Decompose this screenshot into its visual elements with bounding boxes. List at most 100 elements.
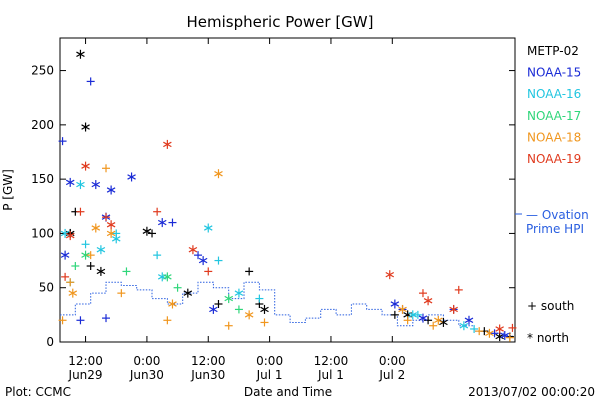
marker-south-5-6 xyxy=(454,285,463,294)
marker-south-0-2 xyxy=(86,262,95,270)
marker-north-1-2-arm-2 xyxy=(91,181,101,188)
legend: — Ovation Prime HPI + south * north METP… xyxy=(515,44,589,345)
marker-south-0-4 xyxy=(214,300,223,308)
marker-north-4-2 xyxy=(106,228,116,238)
marker-south-1-1 xyxy=(86,77,95,86)
footer-credit: Plot: CCMC xyxy=(5,385,71,399)
marker-north-5-4-arm-2 xyxy=(188,246,198,253)
marker-north-5-8 xyxy=(495,324,504,334)
marker-south-4-5 xyxy=(163,316,172,325)
marker-north-2-4 xyxy=(157,272,167,282)
marker-south-4-0 xyxy=(58,316,67,325)
marker-south-4-11 xyxy=(505,333,514,342)
y-tick-label-1: 50 xyxy=(39,281,54,295)
marker-south-4-10 xyxy=(475,327,484,336)
marker-south-1-5 xyxy=(194,251,203,260)
marker-north-5-2 xyxy=(106,220,116,230)
marker-north-4-5 xyxy=(244,310,254,320)
marker-north-5-1-arm-2 xyxy=(81,163,90,169)
x-tick-date-5: Jul 2 xyxy=(378,368,405,382)
marker-north-3-0-arm-2 xyxy=(81,252,90,258)
marker-north-4-7-arm-2 xyxy=(434,317,443,324)
marker-north-0-1 xyxy=(76,49,85,59)
marker-north-4-0 xyxy=(68,288,78,298)
marker-north-0-5 xyxy=(183,288,193,298)
marker-north-2-0-arm-2 xyxy=(60,230,70,237)
marker-north-1-0-arm-2 xyxy=(60,252,70,258)
marker-north-1-12-arm-2 xyxy=(500,332,510,339)
x-tick-time-0: 12:00 xyxy=(68,354,103,368)
marker-north-5-5-arm-2 xyxy=(385,271,395,278)
marker-south-3-2 xyxy=(173,283,182,292)
marker-north-5-1 xyxy=(81,161,90,171)
marker-north-2-3-arm-2 xyxy=(111,236,121,242)
marker-north-4-3 xyxy=(168,299,177,309)
marker-north-1-0 xyxy=(60,250,70,260)
y-tick-label-2: 100 xyxy=(31,226,54,240)
marker-south-0-5 xyxy=(245,267,254,276)
marker-north-1-4 xyxy=(106,185,116,195)
footer-timestamp: 2013/07/02 00:00:20 xyxy=(468,385,595,399)
marker-south-2-3 xyxy=(153,251,162,260)
marker-north-4-5-arm-2 xyxy=(244,312,254,318)
marker-south-1-8 xyxy=(490,329,499,338)
y-tick-label-3: 150 xyxy=(31,172,54,186)
marker-north-2-8 xyxy=(459,321,469,331)
marker-south-1-3 xyxy=(102,314,111,323)
x-tick-time-1: 0:00 xyxy=(133,354,160,368)
marker-north-1-1-arm-2 xyxy=(65,179,75,186)
marker-north-0-3 xyxy=(96,266,106,276)
y-axis-label: P [GW] xyxy=(1,169,15,211)
marker-north-5-8-arm-2 xyxy=(495,326,504,332)
legend-north: * north xyxy=(527,331,569,345)
marker-north-0-9-arm-2 xyxy=(495,333,504,340)
legend-entry-1: NOAA-15 xyxy=(527,66,581,80)
marker-north-2-6 xyxy=(234,288,244,298)
marker-south-1-4 xyxy=(168,218,177,227)
marker-north-5-5 xyxy=(385,270,395,280)
marker-north-1-8-arm-2 xyxy=(209,306,218,313)
marker-south-4-2 xyxy=(86,251,95,260)
marker-south-3-0 xyxy=(71,262,80,270)
marker-north-4-6 xyxy=(398,304,407,314)
marker-south-5-2 xyxy=(102,213,111,222)
marker-south-4-9 xyxy=(429,321,438,330)
marker-south-4-1 xyxy=(66,278,75,287)
y-tick-label-4: 200 xyxy=(31,118,54,132)
marker-north-5-6-arm-2 xyxy=(423,298,433,304)
marker-north-5-2-arm-2 xyxy=(106,222,116,228)
x-tick-date-3: Jul 1 xyxy=(256,368,283,382)
marker-north-2-5 xyxy=(203,223,213,233)
marker-north-4-2-arm-2 xyxy=(106,230,116,237)
marker-north-0-4-arm-2 xyxy=(142,228,152,234)
marker-north-2-6-arm-2 xyxy=(234,290,244,296)
marker-north-0-6 xyxy=(260,304,269,314)
marker-south-4-3 xyxy=(102,164,111,173)
marker-north-1-10-arm-2 xyxy=(418,315,428,321)
marker-north-0-3-arm-2 xyxy=(96,268,106,275)
legend-south: + south xyxy=(527,299,574,313)
chart-title: Hemispheric Power [GW] xyxy=(187,13,374,31)
marker-north-2-1 xyxy=(76,180,85,190)
marker-north-2-5-arm-2 xyxy=(203,225,213,231)
legend-entry-4: NOAA-18 xyxy=(527,130,581,144)
marker-north-1-2 xyxy=(91,180,101,190)
marker-south-3-1 xyxy=(122,267,131,276)
marker-north-5-0 xyxy=(65,231,75,241)
marker-north-2-1-arm-2 xyxy=(76,181,85,188)
y-axis-ticks: 0 50 100 150 200 250 xyxy=(31,64,515,349)
legend-ovation-line2: Prime HPI xyxy=(526,222,584,236)
marker-north-0-1-arm-2 xyxy=(76,51,85,58)
marker-north-0-4 xyxy=(142,226,152,236)
x-tick-date-0: Jun29 xyxy=(68,368,103,382)
marker-north-0-2 xyxy=(81,122,90,132)
legend-entry-5: NOAA-19 xyxy=(527,152,581,166)
marker-north-5-6 xyxy=(423,296,433,306)
marker-north-5-4 xyxy=(188,245,198,255)
x-tick-time-4: 12:00 xyxy=(314,354,349,368)
marker-south-4-7 xyxy=(260,318,269,327)
legend-entry-0: METP-02 xyxy=(527,44,579,58)
marker-north-3-2 xyxy=(224,294,233,304)
marker-north-5-0-arm-2 xyxy=(65,232,75,239)
